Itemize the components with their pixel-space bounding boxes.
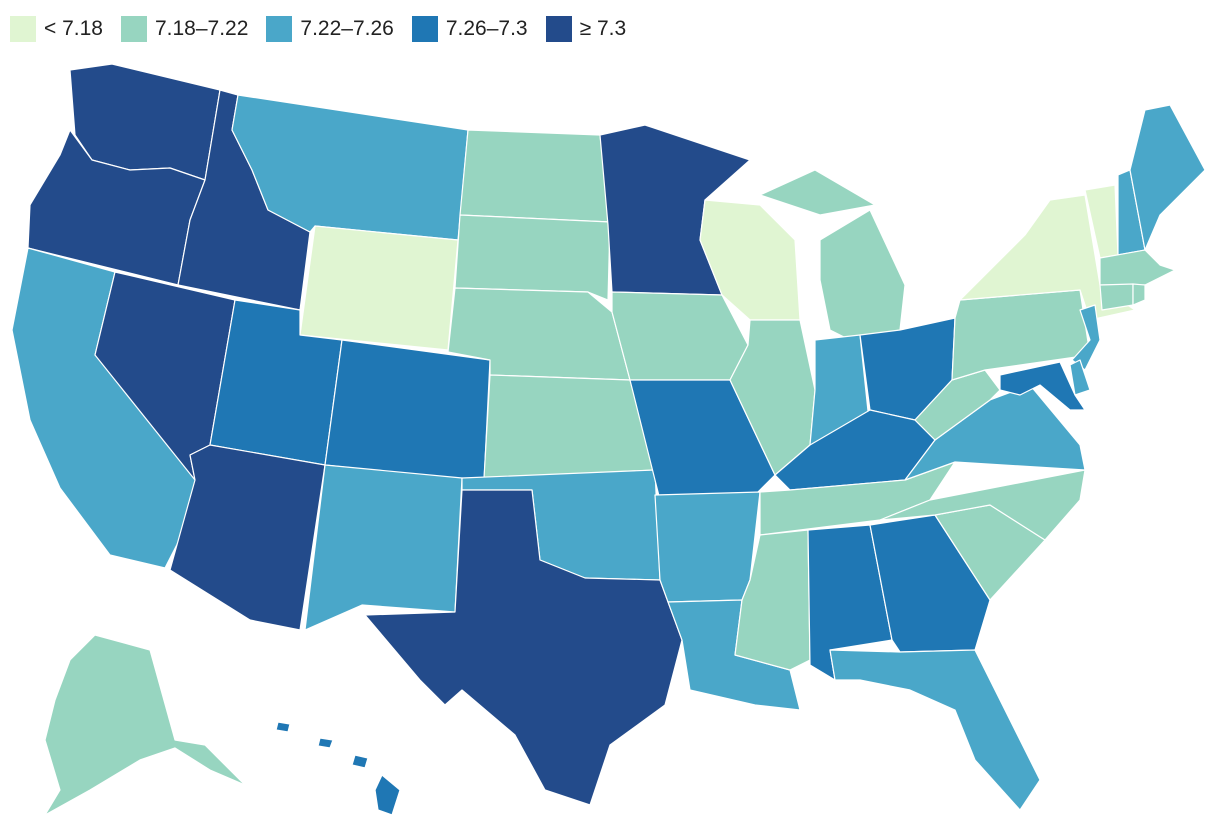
state-AK[interactable] [44,634,246,816]
legend-item-7-26-7-3: 7.26–7.3 [411,16,528,42]
state-ME[interactable] [1129,104,1206,251]
state-CT[interactable] [1099,283,1134,311]
state-AR[interactable] [654,491,761,603]
legend-label: 7.22–7.26 [300,17,394,40]
legend-item-lt-7-18: < 7.18 [10,16,103,42]
legend-label: 7.18–7.22 [154,17,249,40]
legend-label: < 7.18 [44,17,103,40]
state-TX[interactable] [364,489,683,806]
state-NJ[interactable] [1071,304,1101,371]
state-SD[interactable] [454,214,611,301]
legend-item-7-18-7-22: 7.18–7.22 [120,16,249,42]
legend-swatch [10,16,36,42]
legend-item-7-22-7-26: 7.22–7.26 [266,16,394,42]
state-HI[interactable] [275,721,401,816]
legend-swatch [120,16,147,42]
state-NC[interactable] [879,469,1086,541]
state-DE[interactable] [1069,359,1091,396]
state-ND[interactable] [459,129,611,223]
state-KS[interactable] [483,374,656,479]
legend-swatch [266,16,293,42]
state-RI[interactable] [1132,283,1146,306]
legend-swatch [411,16,438,42]
state-WY[interactable] [299,225,459,351]
state-AZ[interactable] [169,444,326,631]
legend-label: 7.26–7.3 [445,17,528,40]
legend-label: ≥ 7.3 [579,17,627,40]
legend-swatch [545,16,572,42]
state-FL[interactable] [829,649,1041,811]
state-PA[interactable] [951,289,1091,381]
state-NM[interactable] [304,464,463,631]
legend: < 7.18 7.18–7.22 7.22–7.26 7.26–7.3 ≥ 7.… [10,14,626,44]
state-IA[interactable] [611,291,749,381]
state-MD[interactable] [999,361,1086,411]
legend-item-gte-7-3: ≥ 7.3 [545,16,627,42]
state-CO[interactable] [324,339,491,483]
state-MO[interactable] [629,379,776,501]
